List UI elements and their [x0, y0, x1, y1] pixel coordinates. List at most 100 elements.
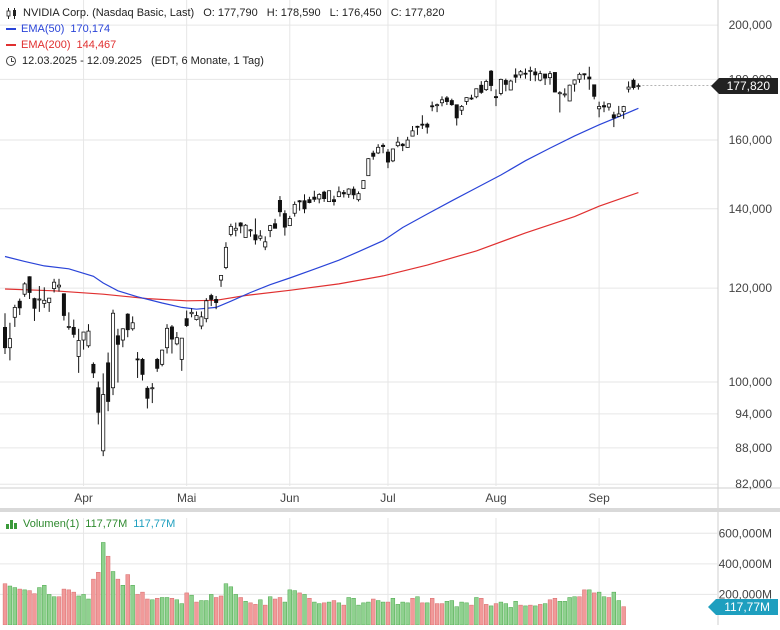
candle [557, 91, 562, 113]
volume-bar [297, 592, 302, 626]
price-axis-tick-label: 82,000 [735, 477, 772, 491]
volume-bar [341, 604, 346, 626]
volume-bar [150, 599, 155, 626]
candle [336, 186, 341, 198]
candle [356, 191, 361, 202]
candle [390, 148, 395, 163]
candle-body [376, 146, 381, 154]
candle [523, 68, 528, 79]
volume-bar [135, 594, 140, 626]
candle [582, 73, 587, 80]
candle [611, 111, 616, 128]
candle-body [282, 213, 287, 228]
candle-body [263, 241, 268, 248]
candle [71, 319, 76, 338]
candle-body [518, 71, 523, 76]
candle-body [47, 297, 52, 303]
candle [592, 84, 597, 100]
candle [567, 84, 572, 102]
candle-body [346, 188, 351, 195]
volume-bar [587, 589, 592, 626]
date-range: 12.03.2025 - 12.09.2025 [22, 55, 142, 67]
volume-bar [449, 600, 454, 626]
candle-body [577, 73, 582, 80]
candle-body [592, 84, 597, 97]
volume-bar [488, 605, 494, 626]
candle-body [582, 73, 587, 76]
candle-body [76, 340, 81, 357]
candle [174, 332, 179, 346]
candle-body [145, 387, 150, 399]
candle [194, 311, 199, 321]
candle [277, 196, 282, 217]
axis-layer: 200,000180,000160,000140,000120,000100,0… [74, 18, 772, 601]
volume-bar [459, 601, 464, 626]
legend-ema50[interactable]: EMA(50) 170,174 [6, 22, 116, 36]
volume-layer [2, 542, 626, 626]
candle-body [7, 338, 12, 349]
candle [528, 66, 533, 81]
candle-body [52, 281, 57, 290]
volume-bar [81, 594, 86, 626]
candle-body [302, 200, 307, 210]
legend-daterange: 12.03.2025 - 12.09.2025 (EDT, 6 Monate, … [6, 54, 270, 68]
legend-ema200[interactable]: EMA(200) 144,467 [6, 38, 122, 52]
candle [366, 158, 371, 177]
volume-bar [513, 601, 518, 626]
ema50-value: 170,174 [70, 23, 111, 35]
candle-body [292, 203, 297, 214]
candle [17, 298, 22, 316]
candle [91, 362, 96, 378]
volume-bar [611, 591, 616, 626]
candle-body [616, 113, 621, 117]
volume-bar [542, 603, 548, 626]
volume-bar [503, 603, 508, 626]
candle [287, 215, 292, 227]
candle [444, 96, 449, 106]
time-axis-tick-label: Jun [280, 491, 299, 505]
candle [395, 136, 400, 148]
volume-bar [601, 596, 607, 626]
volume-bar [528, 604, 533, 626]
candlestick-icon [6, 7, 17, 19]
volume-bar [596, 591, 602, 626]
candle-body [248, 229, 253, 232]
candle [268, 224, 273, 238]
volume-bar [577, 596, 582, 626]
volume-bar [140, 591, 145, 626]
candle-body [233, 227, 238, 231]
candle [602, 101, 607, 113]
candle [420, 115, 425, 129]
volume-bar [86, 598, 91, 626]
candle-body [174, 337, 179, 345]
volume-axis-tick-label: 200,000M [719, 587, 772, 601]
candle [479, 81, 484, 94]
candle-body [567, 84, 572, 102]
volume-bar [61, 588, 67, 626]
candle [346, 188, 351, 198]
candle-body [351, 188, 356, 196]
volume-bar [312, 601, 317, 626]
candle [636, 83, 641, 90]
candle-body [385, 151, 390, 163]
volume-bar [606, 597, 612, 626]
candle-body [503, 80, 508, 85]
ema50-line [4, 107, 639, 310]
candle-body [489, 70, 494, 86]
volume-bar [199, 600, 204, 626]
candle [400, 143, 405, 152]
volume-bar [395, 604, 400, 626]
volume-bar [361, 602, 366, 626]
volume-bar [616, 600, 621, 626]
candle [111, 309, 116, 396]
candle [425, 122, 430, 134]
volume-bar [27, 590, 32, 626]
volume-bar [498, 601, 504, 626]
candle-body [27, 276, 32, 293]
volume-bar [366, 601, 371, 626]
volume-bar [233, 594, 238, 626]
volume-value-1: 117,77M [85, 518, 128, 530]
volume-bar [12, 587, 17, 626]
volume-bar [258, 599, 263, 626]
